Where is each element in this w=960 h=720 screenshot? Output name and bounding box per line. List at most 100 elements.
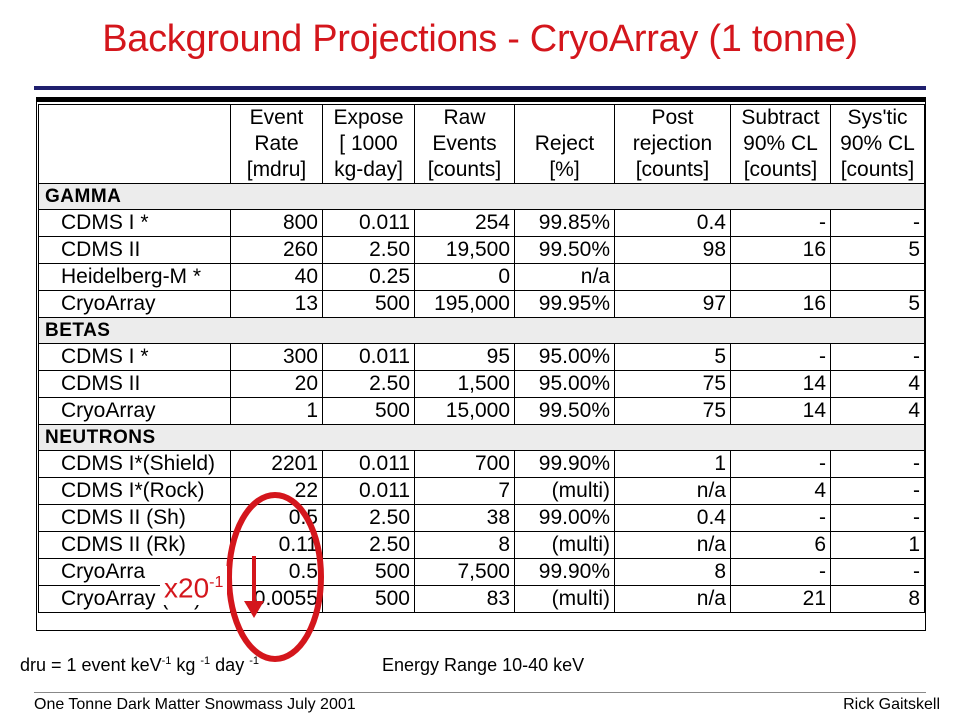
row-label: CDMS I * [38,343,231,371]
table-cell: 15,000 [414,397,515,425]
table-cell: 0.011 [322,343,415,371]
column-header-line: Event [249,106,304,129]
column-header-line: Raw [443,106,486,129]
column-header: Sys'tic 90% CL [counts] [830,104,925,184]
table-cell: 4 [830,397,925,425]
table-cell: 2.50 [322,531,415,559]
table-cell: 21 [730,585,831,613]
column-header: Subtract 90% CL [counts] [730,104,831,184]
column-header: Expose [ 1000 kg-day] [322,104,415,184]
page-title: Background Projections - CryoArray (1 to… [102,18,858,60]
table-cell: 4 [730,477,831,505]
table-cell: 5 [830,236,925,264]
table-cell [830,263,925,291]
table-header-row: Event Rate [mdru] Expose [ 1000 kg-day] Raw Eve… [38,104,925,184]
table-row: CryoArray (Rk) 0.0055 500 83 (multi) n/a 21 8 [38,585,925,613]
table-cell: 16 [730,236,831,264]
table-row: CryoArray 1 500 15,000 99.50% 75 14 4 [38,397,925,425]
row-label: Heidelberg-M * [38,263,231,291]
table-row: Heidelberg-M * 40 0.25 0 n/a [38,263,925,291]
table-cell: 7,500 [414,558,515,586]
table-row: CryoArray 13 500 195,000 99.95% 97 16 5 [38,290,925,318]
table-cell: 20 [230,370,323,398]
row-label: CDMS II [38,236,231,264]
table-cell: 99.00% [514,504,615,532]
units-footnote: dru = 1 event keV-1 kg -1 day -1 [20,655,259,675]
column-header-line: [counts] [427,158,502,181]
section-title: GAMMA [38,183,925,210]
table-cell: (multi) [514,585,615,613]
column-header: Post rejection [counts] [614,104,731,184]
column-header-line: [%] [549,158,580,181]
table-cell: 0.5 [230,558,323,586]
background-table: Event Rate [mdru] Expose [ 1000 kg-day] Raw Eve… [38,104,925,613]
table-cell: - [830,504,925,532]
footer-left: One Tonne Dark Matter Snowmass July 2001 [34,696,356,713]
table-cell: 99.50% [514,397,615,425]
footer-right: Rick Gaitskell [843,696,940,713]
column-header-line: [counts] [743,158,818,181]
table-cell: 99.50% [514,236,615,264]
table-top-border [36,97,926,102]
table-row: CDMS II (Sh) 0.5 2.50 38 99.00% 0.4- - [38,504,925,532]
highlight-ellipse [226,492,324,662]
row-label: CryoArray [38,290,231,318]
table-cell: 2.50 [322,504,415,532]
column-header-line: 90% CL [743,132,818,155]
table-row: CryoArra 0.5 500 7,500 99.90% 8- - [38,558,925,586]
section-row: NEUTRONS [38,424,925,451]
column-header-line: Events [432,132,497,155]
column-header-line: Reject [534,132,595,155]
column-header-line: Rate [254,132,299,155]
column-header-line: kg-day] [334,158,403,181]
table-cell [614,263,731,291]
energy-range-note: Energy Range 10-40 keV [382,655,585,675]
section-title: NEUTRONS [38,424,925,451]
column-header-line: Expose [333,106,404,129]
table-cell: 500 [322,397,415,425]
column-header-line: Subtract [741,106,820,129]
table-cell: 98 [614,236,731,264]
table-cell: 95.00% [514,343,615,371]
table-cell: 0.011 [322,450,415,478]
arrow-head [244,601,264,618]
table-cell: (multi) [514,477,615,505]
table-cell [730,263,831,291]
table-cell: 22 [230,477,323,505]
scale-annotation: x20-1 [160,566,228,606]
section-row: GAMMA [38,183,925,210]
table-row: CDMS I * 300 0.011 95 95.00% 5- - [38,343,925,371]
table-cell: - [730,558,831,586]
table-cell: 14 [730,370,831,398]
table-cell: 2.50 [322,370,415,398]
table-cell: 0.011 [322,209,415,237]
title-underline [34,86,926,90]
table-row: CDMS II 20 2.50 1,500 95.00% 75 14 4 [38,370,925,398]
table-cell: 40 [230,263,323,291]
section-title: BETAS [38,317,925,344]
column-header: Raw Events [counts] [414,104,515,184]
column-header-line: rejection [632,132,713,155]
table-cell: n/a [614,531,731,559]
footer-rule [34,692,926,693]
row-label: CryoArray [38,397,231,425]
table-row: CDMS II 260 2.50 19,500 99.50% 98 16 5 [38,236,925,264]
column-header-line: Post [651,106,694,129]
table-cell: 4 [830,370,925,398]
column-header-line: [ 1000 [339,132,398,155]
table-cell: n/a [614,585,731,613]
row-label: CDMS I * [38,209,231,237]
table-cell: 700 [414,450,515,478]
table-cell: 75 [614,397,731,425]
column-header-line: [counts] [840,158,915,181]
column-header-line: Sys'tic [847,106,908,129]
table-cell: 14 [730,397,831,425]
column-header-line: [counts] [635,158,710,181]
column-header: Event Rate [mdru] [230,104,323,184]
table-cell: 1,500 [414,370,515,398]
table-cell: 99.95% [514,290,615,318]
table-cell: - [830,450,925,478]
table-cell: - [730,343,831,371]
table-cell: 0.011 [322,477,415,505]
